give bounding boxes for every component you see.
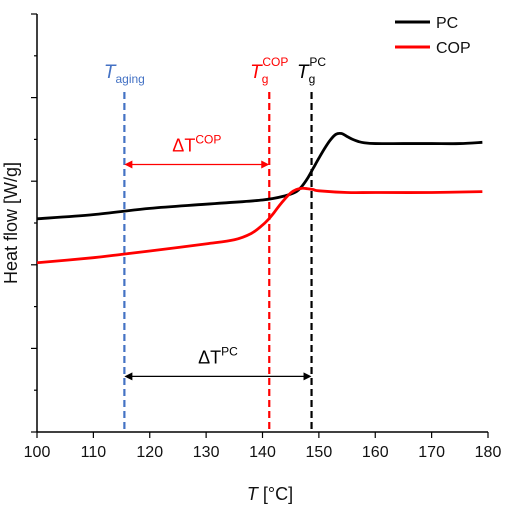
series-cop-line <box>36 186 483 265</box>
axes: 100 110 120 130 140 150 160 170 180 <box>24 13 502 461</box>
t-aging-label: Taging <box>104 62 145 86</box>
delta-t-cop-label: ΔTCOP <box>172 132 221 155</box>
axis-titles: T [°C] Heat flow [W/g] <box>1 162 293 504</box>
delta-t-pc-arrow-head-left <box>124 372 133 381</box>
delta-t-pc-label: ΔTPC <box>198 344 238 367</box>
x-tick-label: 170 <box>418 444 445 461</box>
x-tick-label: 130 <box>193 444 220 461</box>
tg-pc-label: TgPC <box>297 55 326 86</box>
series-lines <box>36 131 483 265</box>
y-axis-title: Heat flow [W/g] <box>1 162 21 284</box>
annotation-labels: Taging TgCOP TgPC ΔTCOP ΔTPC <box>104 55 326 367</box>
series-pc-line <box>36 131 483 221</box>
x-axis-title-unit: [°C] <box>258 484 293 504</box>
legend-label-pc: PC <box>436 15 458 32</box>
legend: PC COP <box>395 15 471 57</box>
x-tick-label: 100 <box>24 444 51 461</box>
x-axis-title: T [°C] <box>247 484 293 504</box>
delta-t-cop-arrow-head-right <box>261 160 270 169</box>
x-tick-label: 110 <box>81 444 107 461</box>
tg-cop-label: TgCOP <box>250 55 288 86</box>
reference-lines <box>123 92 313 432</box>
x-tick-label: 180 <box>475 444 502 461</box>
x-tick-label: 150 <box>306 444 333 461</box>
x-axis-title-symbol: T <box>247 484 260 504</box>
interval-arrows <box>124 160 312 381</box>
x-tick-label: 160 <box>362 444 389 461</box>
delta-t-pc-arrow-head-right <box>303 372 312 381</box>
x-tick-label: 120 <box>136 444 163 461</box>
legend-label-cop: COP <box>436 40 471 57</box>
delta-t-cop-arrow-head-left <box>124 160 133 169</box>
x-tick-label: 140 <box>249 444 276 461</box>
